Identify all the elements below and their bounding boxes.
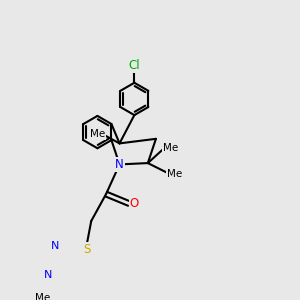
Text: Me: Me — [163, 143, 178, 153]
Text: Cl: Cl — [128, 59, 140, 72]
Text: Me: Me — [35, 292, 50, 300]
Text: N: N — [115, 158, 124, 171]
Text: N: N — [51, 241, 59, 251]
Text: S: S — [83, 243, 91, 256]
Text: O: O — [130, 197, 139, 210]
Text: N: N — [44, 270, 52, 280]
Text: Me: Me — [89, 129, 105, 139]
Text: Me: Me — [167, 169, 182, 179]
